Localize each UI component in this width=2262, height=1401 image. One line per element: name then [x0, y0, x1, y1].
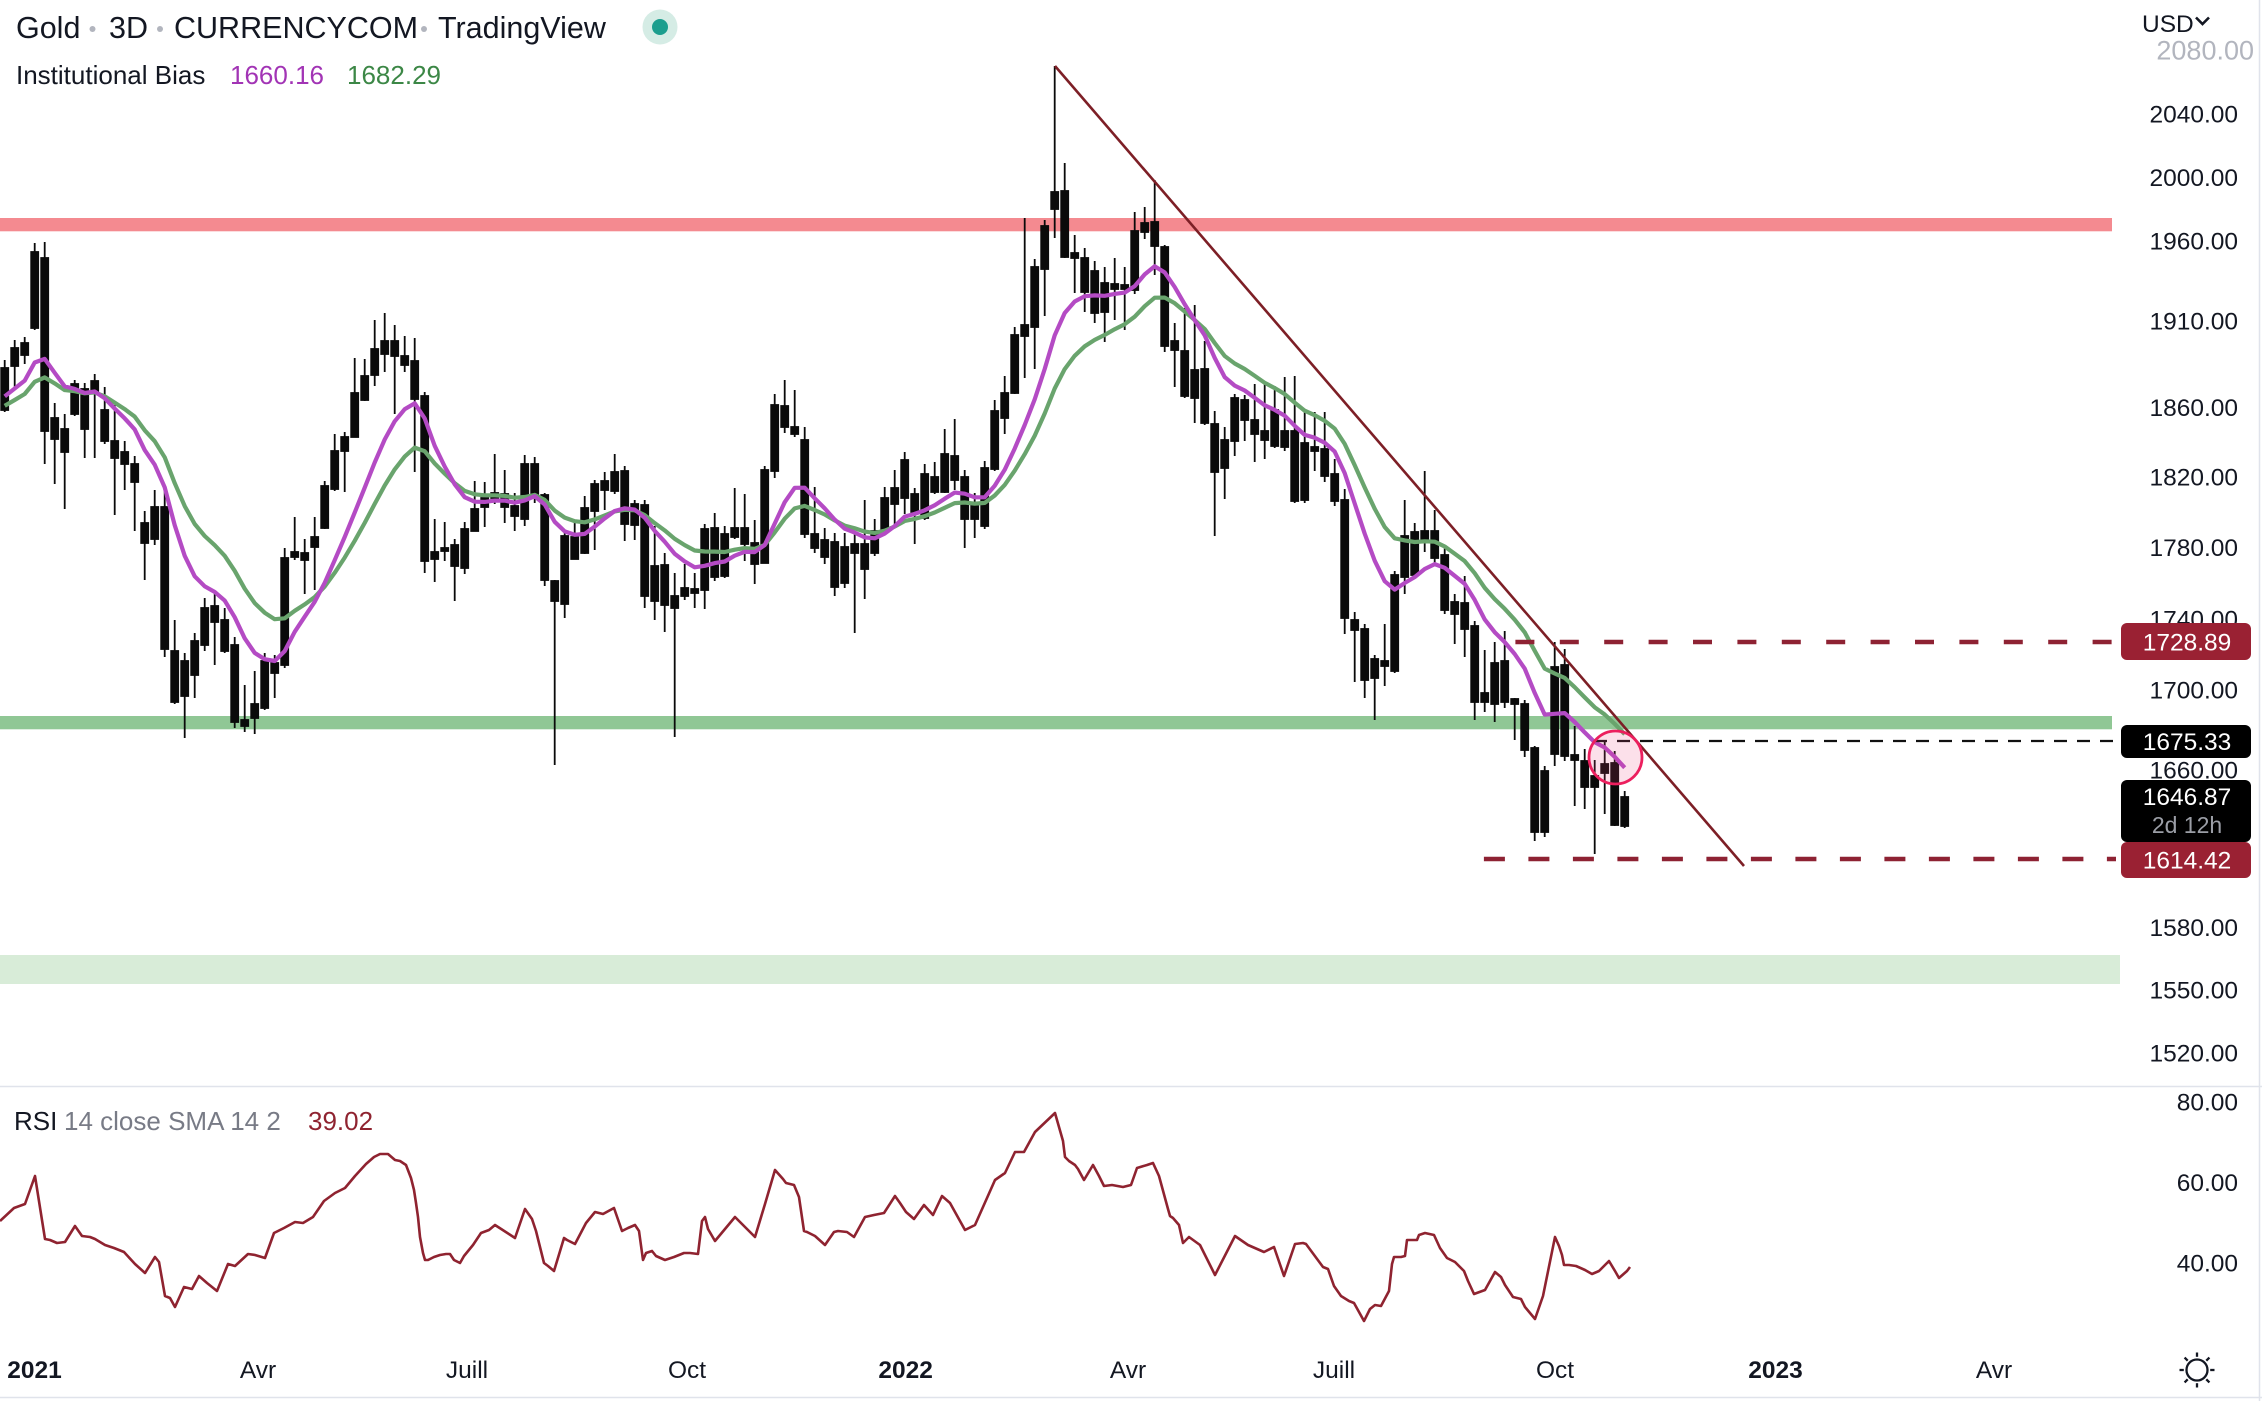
svg-text:CURRENCYCOM: CURRENCYCOM	[174, 11, 418, 45]
svg-text:2040.00: 2040.00	[2149, 102, 2238, 129]
svg-text:80.00: 80.00	[2177, 1090, 2238, 1117]
svg-text:60.00: 60.00	[2177, 1170, 2238, 1197]
svg-text:2022: 2022	[878, 1357, 933, 1384]
svg-text:Juill: Juill	[1313, 1357, 1355, 1384]
svg-text:2000.00: 2000.00	[2149, 165, 2238, 192]
svg-text:Oct: Oct	[1536, 1357, 1574, 1384]
svg-text:1780.00: 1780.00	[2149, 535, 2238, 562]
svg-text:1682.29: 1682.29	[347, 60, 441, 90]
svg-text:2023: 2023	[1748, 1357, 1803, 1384]
svg-text:1728.89: 1728.89	[2143, 630, 2232, 657]
svg-text:1580.00: 1580.00	[2149, 915, 2238, 942]
svg-text:1660.16: 1660.16	[230, 60, 324, 90]
svg-text:Avr: Avr	[1976, 1357, 2012, 1384]
svg-text:Avr: Avr	[1110, 1357, 1146, 1384]
svg-text:1820.00: 1820.00	[2149, 465, 2238, 492]
svg-text:3D: 3D	[109, 11, 148, 45]
svg-text:1960.00: 1960.00	[2149, 229, 2238, 256]
svg-text:2080.00: 2080.00	[2156, 36, 2254, 66]
svg-text:Avr: Avr	[240, 1357, 276, 1384]
svg-text:RSI: RSI	[14, 1106, 57, 1136]
svg-text:2021: 2021	[7, 1357, 62, 1384]
svg-text:1860.00: 1860.00	[2149, 395, 2238, 422]
svg-text:1910.00: 1910.00	[2149, 309, 2238, 336]
svg-text:14 close SMA 14 2: 14 close SMA 14 2	[64, 1106, 281, 1136]
svg-text:Oct: Oct	[668, 1357, 706, 1384]
svg-text:TradingView: TradingView	[438, 11, 607, 45]
svg-text:40.00: 40.00	[2177, 1251, 2238, 1278]
svg-text:1646.87: 1646.87	[2143, 784, 2232, 811]
svg-text:USD: USD	[2142, 11, 2194, 38]
svg-text:39.02: 39.02	[308, 1106, 373, 1136]
svg-text:1700.00: 1700.00	[2149, 678, 2238, 705]
svg-text:Institutional Bias: Institutional Bias	[16, 60, 205, 90]
svg-text:1520.00: 1520.00	[2149, 1041, 2238, 1068]
svg-text:1614.42: 1614.42	[2143, 848, 2232, 875]
svg-text:Juill: Juill	[446, 1357, 488, 1384]
svg-text:Gold: Gold	[16, 11, 80, 45]
svg-text:2d 12h: 2d 12h	[2152, 812, 2222, 838]
svg-text:1550.00: 1550.00	[2149, 978, 2238, 1005]
svg-text:1675.33: 1675.33	[2143, 729, 2232, 756]
